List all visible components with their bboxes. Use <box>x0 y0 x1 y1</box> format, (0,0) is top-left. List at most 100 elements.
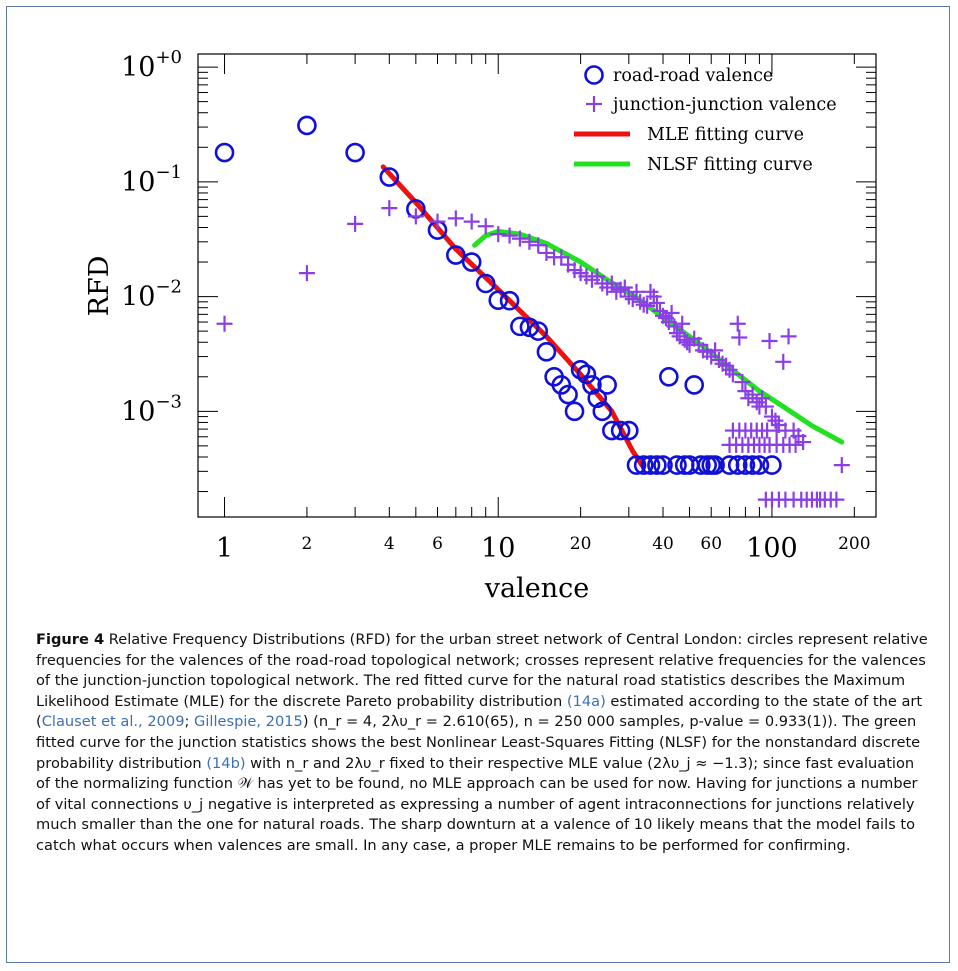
plus-point <box>477 218 494 235</box>
circle-point <box>684 375 705 395</box>
legend-label: MLE fitting curve <box>647 125 804 145</box>
circle-point <box>735 455 756 475</box>
plus-point <box>763 408 780 425</box>
circle-point <box>587 388 608 409</box>
plus-point <box>632 293 649 310</box>
circle-point <box>619 420 639 441</box>
circle-point <box>570 360 591 380</box>
circle-point <box>659 366 679 387</box>
circle-point <box>475 273 496 294</box>
plus-point <box>298 265 315 282</box>
circle-point <box>742 455 763 475</box>
y-tick-base: 10 <box>121 52 155 83</box>
plus-point <box>761 333 778 350</box>
figure-frame <box>6 6 950 963</box>
plus-point <box>490 226 507 243</box>
legend-marker-circle <box>584 65 604 85</box>
y-tick-exponent: +0 <box>155 47 182 68</box>
circle-point <box>647 455 667 475</box>
y-tick-label: 10+0 <box>121 47 182 83</box>
circle-point <box>558 384 578 405</box>
legend-label: NLSF fitting curve <box>647 155 813 175</box>
plus-point <box>828 491 845 508</box>
y-tick-label: 10−2 <box>121 277 182 313</box>
plus-point <box>501 227 518 244</box>
x-tick-label-major: 10 <box>481 533 515 564</box>
plus-point <box>757 398 774 415</box>
legend-marker-plus <box>586 96 602 112</box>
circle-point <box>528 321 549 341</box>
circle-point <box>297 115 317 136</box>
x-tick-label-minor: 20 <box>570 534 592 554</box>
y-tick-exponent: −1 <box>155 162 182 183</box>
circle-point <box>551 375 572 395</box>
circle-point <box>592 401 613 422</box>
circle-point <box>461 252 482 272</box>
circle-point <box>510 316 530 337</box>
plus-point <box>734 374 751 391</box>
plus-point <box>530 237 547 254</box>
caption-text-3: ; <box>184 713 195 731</box>
citation-gillespie[interactable]: Gillespie, 2015 <box>194 713 303 731</box>
plus-point <box>628 283 645 300</box>
y-axis-label: RFD <box>84 256 115 317</box>
plus-point <box>463 213 480 230</box>
circle-point <box>626 455 647 475</box>
plus-point <box>635 296 652 313</box>
circle-point <box>610 420 631 441</box>
plus-point <box>767 412 784 429</box>
legend: road-road valence junction-junction valen… <box>574 65 837 175</box>
plus-point <box>707 342 724 359</box>
circle-point <box>345 142 365 163</box>
x-tick-label-minor: 60 <box>700 534 722 554</box>
plus-point <box>612 281 629 298</box>
circle-point <box>446 245 466 265</box>
y-tick-base: 10 <box>121 396 155 427</box>
circle-point <box>640 455 661 475</box>
caption-text-4: ) (n_r = 4, 2λυ_r = 2.610(65), n = 250 0… <box>36 713 921 772</box>
y-tick-base: 10 <box>121 282 155 313</box>
plus-point <box>616 279 633 296</box>
plus-point <box>724 366 741 383</box>
x-tick-label-minor: 2 <box>302 534 313 554</box>
circle-point <box>667 455 687 475</box>
circle-point <box>633 455 654 475</box>
x-tick-label-minor: 4 <box>384 534 395 554</box>
legend-label: road-road valence <box>613 66 773 86</box>
plus-point <box>775 353 792 370</box>
y-tick-label: 10−1 <box>121 162 182 198</box>
caption-text-2: estimated according to the state of the … <box>36 692 923 731</box>
plus-point <box>216 315 233 332</box>
plus-point <box>731 329 748 346</box>
plot-area <box>197 53 877 518</box>
circle-point <box>691 455 711 475</box>
plus-point <box>663 304 680 321</box>
x-tick-label-major: 1 <box>216 533 233 564</box>
circle-point <box>701 455 722 475</box>
plus-point <box>780 328 797 345</box>
equation-ref-14a[interactable]: (14a) <box>566 692 606 710</box>
caption-label: Figure 4 <box>36 631 105 648</box>
legend-label: junction-junction valence <box>611 95 837 115</box>
plus-point <box>740 390 757 407</box>
figure-caption: Figure 4 Relative Frequency Distribution… <box>36 630 928 857</box>
circle-point <box>564 401 585 422</box>
plus-point <box>347 215 364 232</box>
equation-ref-14b[interactable]: (14b) <box>206 754 246 772</box>
plus-point <box>624 291 641 308</box>
plus-point <box>511 230 528 247</box>
plus-point <box>603 275 620 292</box>
data-points <box>214 115 850 508</box>
plus-point <box>407 208 424 225</box>
circle-point <box>379 167 400 187</box>
citation-clauset[interactable]: Clauset et al., 2009 <box>41 713 185 731</box>
circle-point <box>499 290 520 311</box>
plus-point <box>795 434 812 451</box>
plus-point <box>679 334 696 351</box>
x-tick-label-minor: 200 <box>838 534 870 554</box>
circle-point <box>582 375 602 395</box>
x-axis-label: valence <box>484 573 589 604</box>
circle-point <box>727 455 748 475</box>
